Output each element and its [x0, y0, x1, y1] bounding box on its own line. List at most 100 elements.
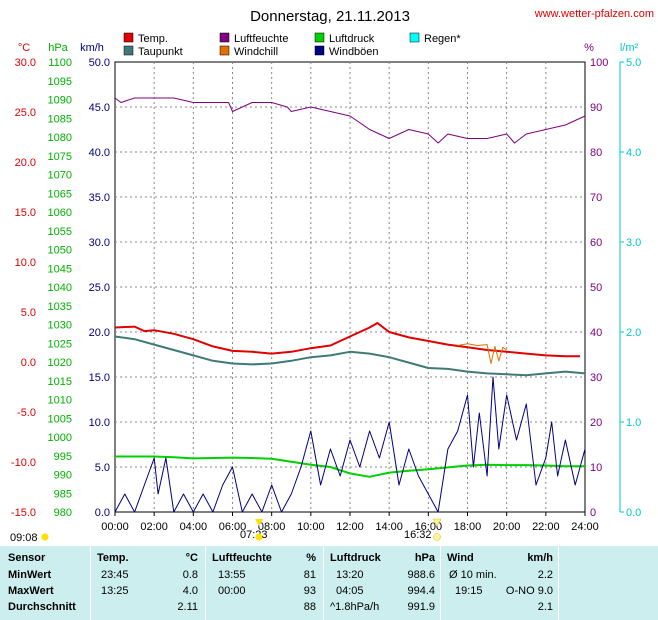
legend-label: Regen*: [424, 33, 461, 45]
hum-avg: 88: [303, 601, 316, 613]
row-label: MaxWert: [8, 585, 54, 597]
press-tick-label: 1040: [48, 282, 72, 294]
sunset-time: 16:32: [404, 529, 432, 541]
hum-min: 81: [303, 569, 316, 581]
series-line-taupunkt: [114, 335, 586, 377]
press-tick-label: 1015: [48, 376, 72, 388]
x-tick-label: 24:00: [571, 521, 599, 533]
rain-tick-label: 5.0: [626, 57, 641, 69]
press-max: 994.4: [407, 585, 435, 597]
press-min-time: 13:20: [336, 569, 364, 581]
press-tick-label: 1025: [48, 338, 72, 350]
press-max-time: 04:05: [336, 585, 364, 597]
x-tick-label: 04:00: [180, 521, 208, 533]
series: [114, 97, 586, 513]
hum-unit: %: [584, 42, 594, 54]
press-tick-label: 990: [54, 470, 72, 482]
rain-tick-label: 0.0: [626, 507, 641, 519]
hdr-temp-unit: °C: [185, 552, 198, 564]
press-tick-label: 1095: [48, 76, 72, 88]
legend-label: Taupunkt: [138, 46, 183, 58]
wind-tick-label: 40.0: [89, 147, 110, 159]
legend-swatch: [123, 32, 134, 43]
row-label: MinWert: [8, 569, 52, 581]
press-tick-label: 1000: [48, 432, 72, 444]
series-line-windchill: [457, 343, 507, 364]
rain-tick-label: 4.0: [626, 147, 641, 159]
press-tick-label: 1100: [48, 57, 72, 69]
hum-max: 93: [303, 585, 316, 597]
temp-tick-label: 0.0: [21, 357, 36, 369]
hum-tick-label: 70: [590, 192, 602, 204]
press-tick-label: 980: [54, 507, 72, 519]
stats-col-sensor: Sensor MinWert MaxWert Durchschnitt: [0, 546, 90, 620]
hum-max-time: 00:00: [218, 585, 246, 597]
sun-markers: 09:08 07:23 16:32: [10, 518, 442, 544]
press-tick-label: 1075: [48, 151, 72, 163]
hum-tick-label: 0: [590, 507, 596, 519]
press-tick-label: 985: [54, 488, 72, 500]
hum-tick-label: 10: [590, 462, 602, 474]
legend-swatch: [409, 32, 420, 43]
stats-table: Sensor MinWert MaxWert Durchschnitt Temp…: [0, 546, 658, 620]
wind-avg: 2.1: [537, 601, 553, 613]
x-tick-label: 08:00: [258, 521, 286, 533]
wind-tick-label: 5.0: [95, 462, 110, 474]
x-tick-label: 00:00: [101, 521, 129, 533]
hum-tick-label: 60: [590, 237, 602, 249]
press-tick-label: 1020: [48, 357, 72, 369]
axes: 00:00 02:00 04:00 06:00 08:00 10:00 12:00 14:00…: [11, 57, 641, 533]
wind-tick-label: 20.0: [89, 327, 110, 339]
hum-tick-label: 50: [590, 282, 602, 294]
wind-tick-label: 15.0: [89, 372, 110, 384]
press-tick-label: 1080: [48, 132, 72, 144]
press-tick-label: 1085: [48, 113, 72, 125]
press-tick-label: 1050: [48, 245, 72, 257]
press-min: 988.6: [407, 569, 435, 581]
press-avg: 991.9: [407, 601, 435, 613]
wind-min: 2.2: [537, 569, 553, 581]
temp-max-time: 13:25: [101, 585, 129, 597]
rain-unit: l/m²: [620, 42, 639, 54]
wind-max-time: 19:15: [455, 585, 483, 597]
press-tick-label: 1035: [48, 301, 72, 313]
wind-tick-label: 30.0: [89, 237, 110, 249]
sunrise-marker: [255, 519, 263, 526]
site-url[interactable]: www.wetter-pfalzen.com: [534, 8, 654, 20]
hum-tick-label: 90: [590, 102, 602, 114]
hdr-press-unit: hPa: [414, 552, 435, 564]
temp-tick-label: 15.0: [15, 207, 36, 219]
stats-col-empty: [558, 546, 658, 620]
legend-swatch: [314, 32, 325, 43]
press-tick-label: 1065: [48, 188, 72, 200]
legend-label: Windböen: [329, 46, 379, 58]
grid: [115, 62, 585, 512]
stats-col-temp: Temp. °C 23:45 0.8 13:25 4.0 2.11: [90, 546, 206, 620]
temp-unit: °C: [18, 42, 30, 54]
legend-label: Luftfeuchte: [234, 33, 288, 45]
wind-max: O-NO 9.0: [505, 585, 553, 597]
temp-min: 0.8: [182, 569, 198, 581]
stats-col-hum: Luftfeuchte % 13:55 81 00:00 93 88: [205, 546, 324, 620]
press-tick-label: 1010: [48, 395, 72, 407]
x-tick-label: 22:00: [532, 521, 560, 533]
sunset-marker: [432, 518, 442, 527]
wind-tick-label: 10.0: [89, 417, 110, 429]
x-tick-label: 12:00: [336, 521, 364, 533]
press-tick-label: 1030: [48, 320, 72, 332]
series-line-luftdruck: [115, 455, 585, 478]
press-unit: hPa: [48, 42, 68, 54]
sunrise-time: 07:23: [240, 529, 268, 541]
hdr-wind: Wind: [447, 552, 474, 564]
legend-label: Windchill: [234, 46, 278, 58]
press-tick-label: 1090: [48, 95, 72, 107]
x-tick-label: 16:00: [415, 521, 443, 533]
series-line-temp: [114, 322, 581, 358]
temp-tick-label: 25.0: [15, 107, 36, 119]
hum-min-time: 13:55: [218, 569, 246, 581]
temp-tick-label: 30.0: [15, 57, 36, 69]
sun-icon: [255, 533, 263, 541]
temp-tick-label: -5.0: [17, 407, 36, 419]
hdr-hum: Luftfeuchte: [212, 552, 272, 564]
